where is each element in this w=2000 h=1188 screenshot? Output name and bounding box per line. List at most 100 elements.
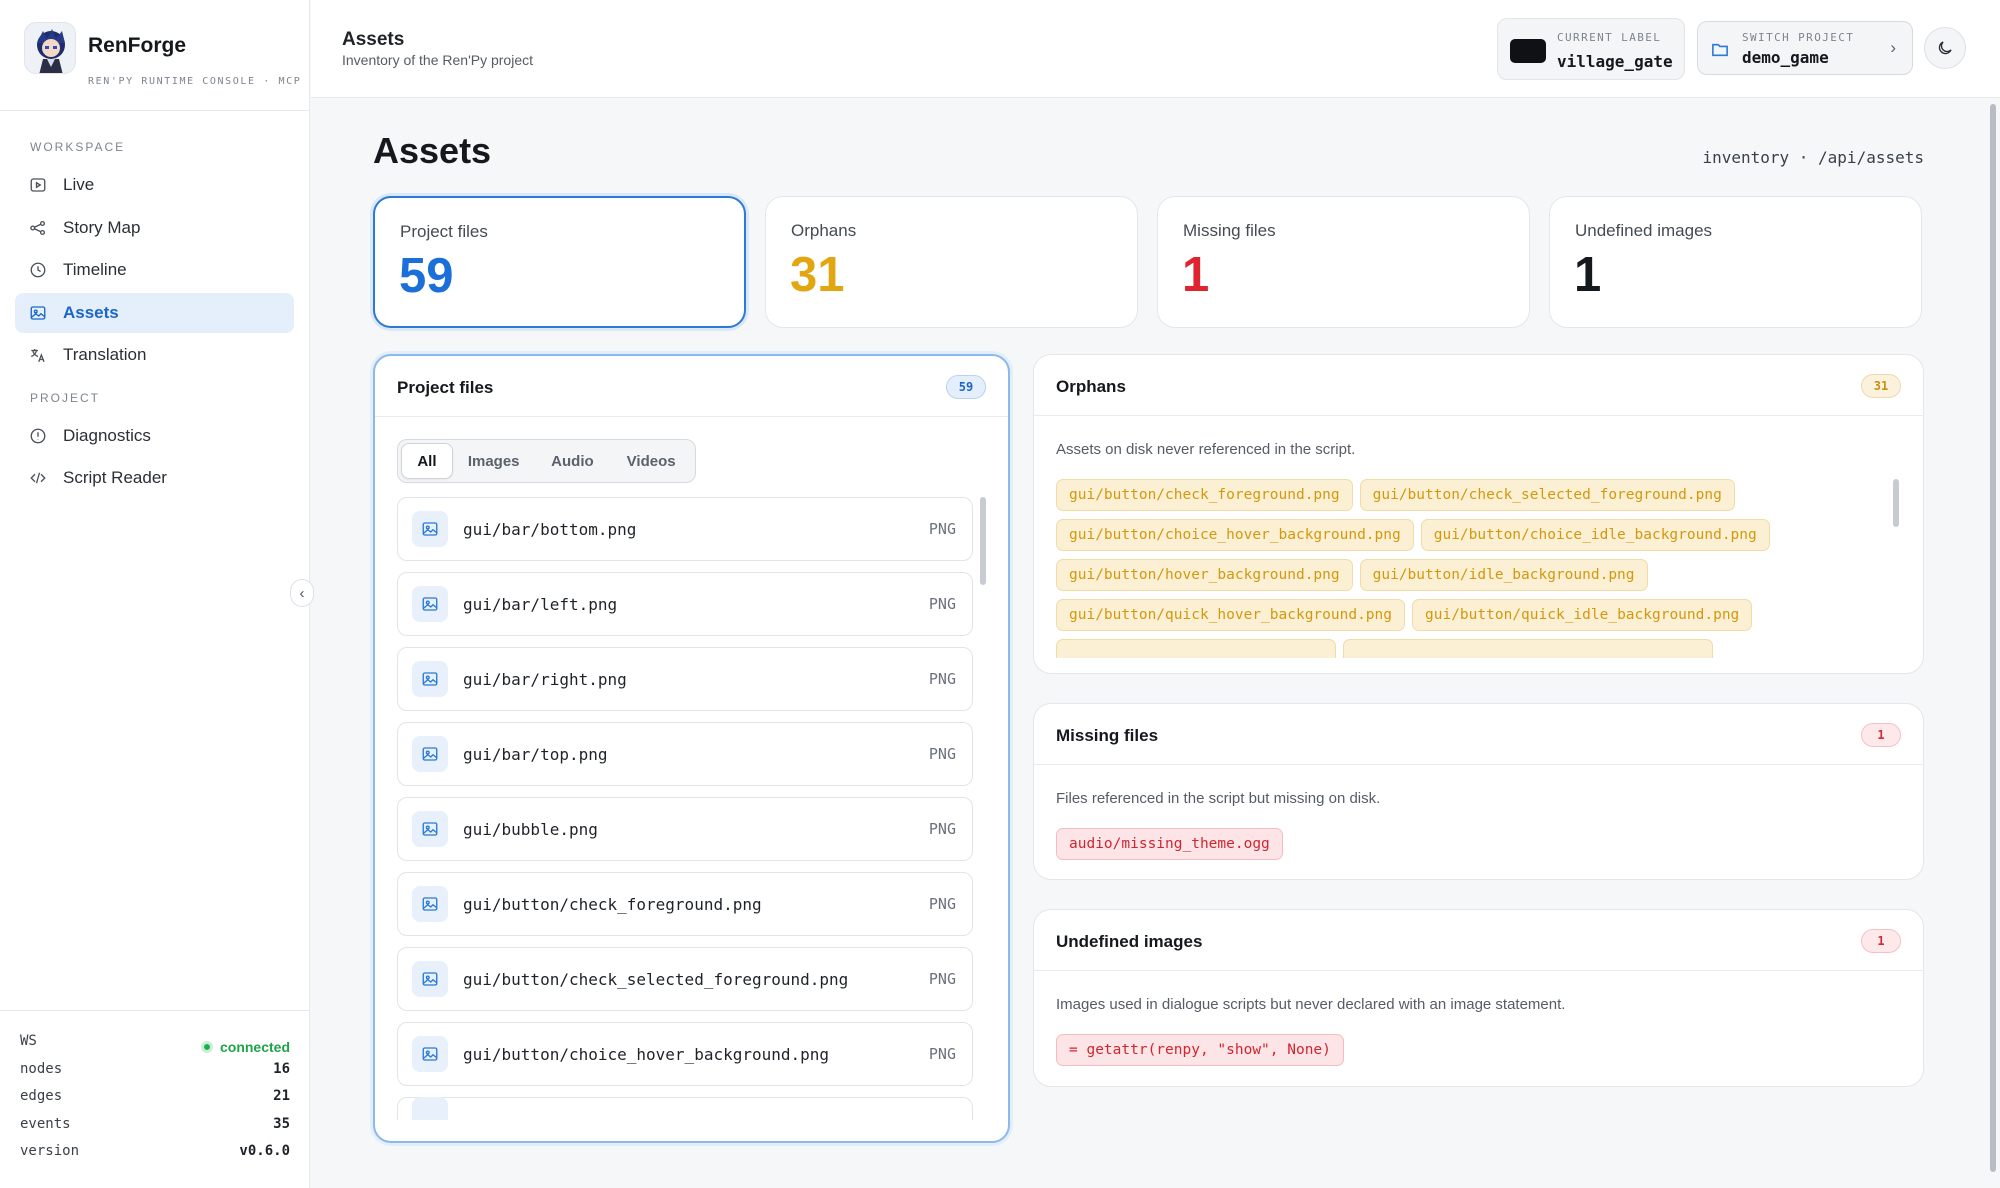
file-name: gui/button/check_foreground.png xyxy=(463,894,762,914)
file-extension: PNG xyxy=(928,595,956,613)
file-row[interactable]: gui/bar/bottom.png PNG xyxy=(397,497,973,561)
file-row[interactable]: gui/bar/left.png PNG xyxy=(397,572,973,636)
sidebar-item-live[interactable]: Live xyxy=(15,165,294,205)
sidebar-item-diagnostics[interactable]: Diagnostics xyxy=(15,416,294,456)
file-extension: PNG xyxy=(928,820,956,838)
switch-project-button[interactable]: SWITCH PROJECT demo_game › xyxy=(1697,21,1913,75)
top-bar: Assets Inventory of the Ren'Py project C… xyxy=(311,0,2000,98)
orphan-chip[interactable]: gui/button/choice_hover_background.png xyxy=(1056,519,1414,551)
stat-card-project-files[interactable]: Project files 59 xyxy=(373,196,746,328)
sidebar-item-translation[interactable]: Translation xyxy=(15,335,294,375)
missing-chip[interactable]: audio/missing_theme.ogg xyxy=(1056,828,1283,860)
stat-card-label: Orphans xyxy=(791,221,857,240)
stat-card-value: 59 xyxy=(399,249,454,303)
file-name: gui/bubble.png xyxy=(463,819,598,839)
sidebar-item-script-reader[interactable]: Script Reader xyxy=(15,458,294,498)
folder-icon xyxy=(1712,43,1728,57)
current-label-value: village_gate xyxy=(1557,52,1673,71)
sidebar-item-story-map[interactable]: Story Map xyxy=(15,208,294,248)
orphans-scrollbar[interactable] xyxy=(1893,479,1899,527)
stat-card-value: 1 xyxy=(1182,248,1210,302)
sidebar-item-label: Script Reader xyxy=(63,468,167,487)
orphan-chip[interactable]: gui/button/hover_background.png xyxy=(1056,559,1353,591)
filter-tab-all[interactable]: All xyxy=(401,443,453,479)
panel-header: Missing files 1 xyxy=(1034,704,1923,765)
file-row[interactable]: gui/bar/top.png PNG xyxy=(397,722,973,786)
undefined-chip[interactable]: = getattr(renpy, "show", None) xyxy=(1056,1034,1344,1066)
theme-toggle-button[interactable] xyxy=(1924,27,1966,69)
orphan-chip-partial[interactable] xyxy=(1343,639,1713,658)
file-row[interactable]: gui/button/choice_hover_background.png P… xyxy=(397,1022,973,1086)
label-swatch xyxy=(1510,39,1546,63)
orphan-chip[interactable]: gui/button/choice_idle_background.png xyxy=(1420,519,1770,551)
undefined-images-panel: Undefined images 1 Images used in dialog… xyxy=(1033,909,1924,1087)
sidebar-item-label: Live xyxy=(63,175,95,194)
orphan-chip[interactable]: gui/button/quick_idle_background.png xyxy=(1412,599,1753,631)
image-file-icon xyxy=(412,586,448,622)
file-extension: PNG xyxy=(928,895,956,913)
image-file-icon xyxy=(412,661,448,697)
missing-files-panel: Missing files 1 Files referenced in the … xyxy=(1033,703,1924,880)
runtime-stats: WS connected nodes 16 edges 21 events 35… xyxy=(0,1010,310,1171)
stat-card-value: 1 xyxy=(1574,248,1602,302)
file-name: gui/bar/top.png xyxy=(463,744,608,764)
stat-label: nodes xyxy=(20,1060,63,1077)
chevron-right-icon: › xyxy=(1890,38,1896,57)
image-icon xyxy=(30,306,46,320)
stat-card-missing-files[interactable]: Missing files 1 xyxy=(1157,196,1530,328)
filter-tab-images[interactable]: Images xyxy=(467,452,520,470)
current-label-caption: CURRENT LABEL xyxy=(1557,31,1662,44)
file-name: gui/bar/left.png xyxy=(463,594,618,614)
image-file-icon xyxy=(412,736,448,772)
stat-card-undefined-images[interactable]: Undefined images 1 xyxy=(1549,196,1922,328)
chevron-left-icon: ‹ xyxy=(299,584,305,602)
play-icon xyxy=(30,178,46,192)
sidebar-item-timeline[interactable]: Timeline xyxy=(15,250,294,290)
file-type-filter: All Images Audio Videos xyxy=(397,439,696,483)
file-list-scrollbar[interactable] xyxy=(980,497,986,585)
stat-card-value: 31 xyxy=(790,248,845,302)
filter-tab-videos[interactable]: Videos xyxy=(626,452,676,470)
project-files-panel: Project files 59 All Images Audio Videos… xyxy=(373,354,1010,1143)
collapse-sidebar-button[interactable]: ‹ xyxy=(290,579,314,607)
panel-title: Orphans xyxy=(1056,377,1126,396)
sidebar-item-label: Timeline xyxy=(63,260,127,279)
filter-tab-audio[interactable]: Audio xyxy=(551,452,594,470)
file-name: gui/button/check_selected_foreground.png xyxy=(463,969,849,989)
panel-description: Files referenced in the script but missi… xyxy=(1056,790,1381,807)
switch-project-caption: SWITCH PROJECT xyxy=(1742,31,1855,44)
stat-card-orphans[interactable]: Orphans 31 xyxy=(765,196,1138,328)
connection-status: connected xyxy=(200,1033,290,1061)
file-name: gui/bar/bottom.png xyxy=(463,519,637,539)
sidebar-item-assets[interactable]: Assets xyxy=(15,293,294,333)
panel-title: Project files xyxy=(397,378,494,397)
orphans-panel: Orphans 31 Assets on disk never referenc… xyxy=(1033,354,1924,674)
alert-circle-icon xyxy=(30,428,46,444)
api-endpoint: inventory · /api/assets xyxy=(1702,148,1924,167)
page-scrollbar[interactable] xyxy=(1990,104,1996,1172)
file-row[interactable]: gui/button/check_selected_foreground.png… xyxy=(397,947,973,1011)
panel-header: Orphans 31 xyxy=(1034,355,1923,416)
stat-ws: WS connected xyxy=(20,1033,290,1061)
stat-label: version xyxy=(20,1143,80,1159)
translate-icon xyxy=(30,349,45,362)
orphan-chip[interactable]: gui/button/quick_hover_background.png xyxy=(1056,599,1406,631)
stat-card-label: Undefined images xyxy=(1575,221,1713,240)
file-extension: PNG xyxy=(928,745,956,763)
orphan-chip[interactable]: gui/button/check_selected_foreground.png xyxy=(1359,479,1735,511)
app-subtitle: REN'PY RUNTIME CONSOLE · MCP xyxy=(88,76,302,87)
brand-header: RenForge REN'PY RUNTIME CONSOLE · MCP xyxy=(0,0,309,111)
file-row[interactable]: gui/button/check_foreground.png PNG xyxy=(397,872,973,936)
file-row-partial[interactable] xyxy=(397,1097,973,1120)
orphan-chip[interactable]: gui/button/idle_background.png xyxy=(1359,559,1648,591)
orphan-chip-partial[interactable] xyxy=(1056,639,1336,658)
file-extension: PNG xyxy=(928,970,956,988)
current-label-indicator: CURRENT LABEL village_gate xyxy=(1497,18,1685,80)
moon-icon xyxy=(1938,41,1952,55)
sidebar-item-label: Assets xyxy=(63,303,119,322)
file-row[interactable]: gui/bubble.png PNG xyxy=(397,797,973,861)
orphan-chip[interactable]: gui/button/check_foreground.png xyxy=(1056,479,1353,511)
file-row[interactable]: gui/bar/right.png PNG xyxy=(397,647,973,711)
image-file-icon xyxy=(412,961,448,997)
panel-description: Images used in dialogue scripts but neve… xyxy=(1056,996,1566,1013)
